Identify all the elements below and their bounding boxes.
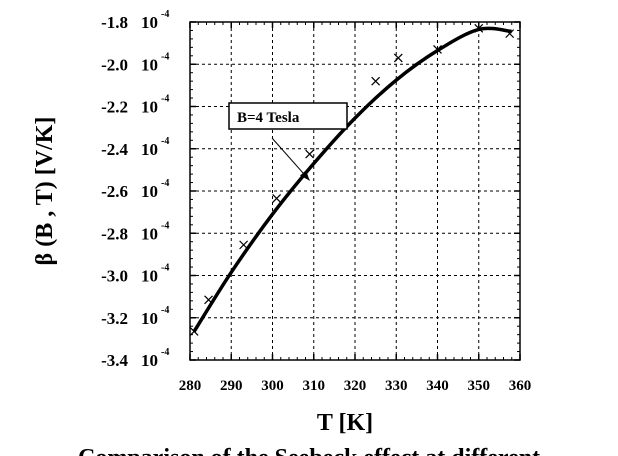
- marker-stroke: [204, 295, 213, 305]
- x-tick-label: 320: [344, 378, 367, 394]
- y-tick-label: -2.4: [101, 140, 128, 159]
- annotation: B=4 Tesla: [228, 102, 348, 181]
- annotation-box: [228, 102, 348, 130]
- data-point-marker: [272, 193, 282, 203]
- data-point-marker: [305, 149, 315, 159]
- y-tick-exponent: -4: [161, 347, 169, 358]
- y-tick-exponent: -4: [161, 178, 169, 189]
- y-tick-label: -1.8: [101, 13, 128, 32]
- y-tick-label: -3.0: [101, 267, 128, 286]
- x-tick-label: 350: [468, 378, 491, 394]
- y-tick-exponent: -4: [161, 220, 169, 231]
- y-tick-label: -2.0: [101, 55, 128, 74]
- y-tick-exponent: -4: [161, 136, 169, 147]
- data-point-marker: [393, 53, 403, 63]
- y-tick-labels: -1.8 10 -4-2.0 10 -4-2.2 10 -4-2.4 10 -4-2.6 10 -4…: [101, 9, 169, 370]
- marker-stroke: [505, 29, 515, 39]
- y-tick-exponent: -4: [161, 94, 169, 105]
- y-tick-label: -3.2: [101, 309, 128, 328]
- marker-stroke: [239, 240, 249, 250]
- caption-fragment: Comparison of the Seebeck effect at diff…: [78, 438, 548, 456]
- marker-stroke: [371, 76, 381, 86]
- x-tick-label: 330: [385, 378, 408, 394]
- data-point-marker: [239, 240, 249, 250]
- axis-ticks: [189, 21, 521, 361]
- y-tick-label: -2.8: [101, 224, 128, 243]
- data-point-marker: [433, 45, 442, 54]
- x-tick-label: 300: [261, 378, 284, 394]
- x-tick-labels: 280 290 300 310 320 330 340 350 360: [179, 378, 532, 394]
- y-tick-base: 10: [141, 55, 158, 74]
- marker-stroke: [474, 23, 484, 33]
- marker-stroke: [189, 327, 199, 336]
- y-tick-base: 10: [141, 224, 158, 243]
- x-tick-label: 280: [179, 378, 202, 394]
- y-tick-label: -3.4: [101, 351, 128, 370]
- y-tick-exponent: -4: [161, 51, 169, 62]
- data-point-marker: [189, 327, 199, 336]
- data-markers: [189, 23, 515, 336]
- series-line-b4-tesla: [192, 26, 512, 333]
- marker-stroke: [305, 149, 315, 159]
- y-tick-base: 10: [141, 13, 158, 32]
- y-axis-title: β (B , T) [V/K]: [32, 117, 58, 266]
- marker-stroke: [433, 45, 442, 54]
- y-tick-exponent: -4: [161, 9, 169, 20]
- marker-stroke: [272, 193, 282, 203]
- y-tick-base: 10: [141, 267, 158, 286]
- data-point-marker: [505, 29, 515, 39]
- marker-stroke: [393, 53, 403, 63]
- y-tick-exponent: -4: [161, 305, 169, 316]
- x-axis-title: T [K]: [317, 410, 373, 436]
- annotation-arrowhead: [299, 170, 310, 181]
- y-tick-base: 10: [141, 98, 158, 117]
- y-tick-label: -2.2: [101, 98, 128, 117]
- x-tick-label: 290: [220, 378, 243, 394]
- annotation-label: B=4 Tesla: [237, 110, 300, 126]
- x-tick-label: 340: [426, 378, 449, 394]
- x-tick-label: 310: [303, 378, 326, 394]
- y-tick-exponent: -4: [161, 263, 169, 274]
- data-point-marker: [474, 23, 484, 33]
- y-tick-base: 10: [141, 182, 158, 201]
- y-tick-label: -2.6: [101, 182, 128, 201]
- data-point-marker: [204, 295, 213, 305]
- y-tick-base: 10: [141, 351, 158, 370]
- y-tick-base: 10: [141, 309, 158, 328]
- x-tick-label: 360: [509, 378, 532, 394]
- data-point-marker: [371, 76, 381, 86]
- y-tick-base: 10: [141, 140, 158, 159]
- grid-lines: [189, 21, 521, 361]
